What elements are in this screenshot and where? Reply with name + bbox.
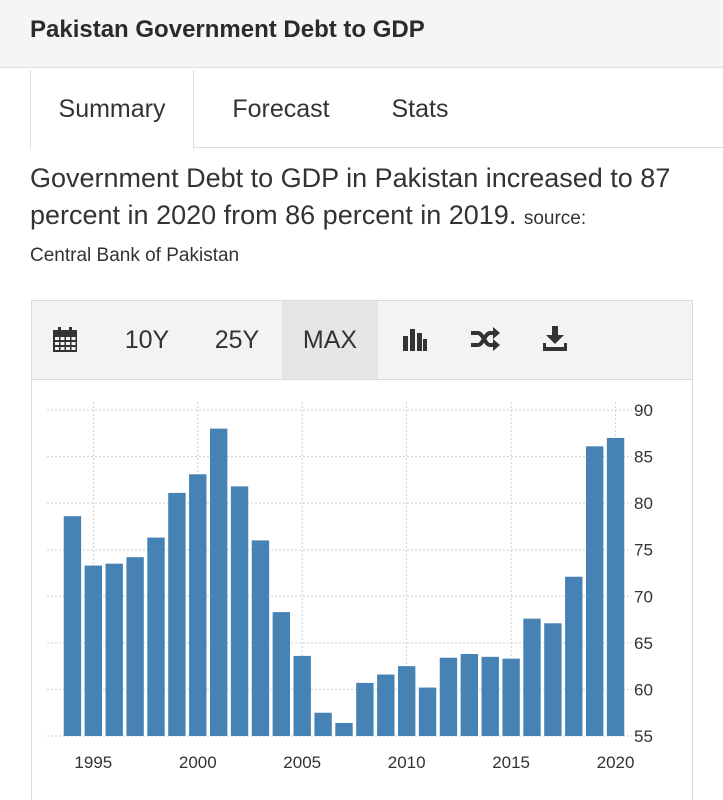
bar-2009[interactable] <box>377 674 395 736</box>
y-tick-label-90: 90 <box>634 401 653 420</box>
summary-text: Government Debt to GDP in Pakistan incre… <box>30 163 671 230</box>
bar-2010[interactable] <box>397 666 416 736</box>
y-tick-label-70: 70 <box>634 587 653 606</box>
bar-2000[interactable] <box>189 474 207 736</box>
bar-2017[interactable] <box>544 623 562 736</box>
bar-2005[interactable] <box>293 655 311 736</box>
chart-type-button[interactable] <box>382 301 448 379</box>
bar-2006[interactable] <box>314 712 332 736</box>
bar-1994[interactable] <box>63 516 82 736</box>
y-tick-label-55: 55 <box>634 727 653 746</box>
tab-stats[interactable]: Stats <box>391 95 449 123</box>
bar-chart-icon <box>403 329 427 351</box>
y-tick-label-60: 60 <box>634 680 653 699</box>
bar-2013[interactable] <box>460 654 479 736</box>
bar-2002[interactable] <box>230 486 249 736</box>
source-label: source: <box>523 208 587 229</box>
y-tick-label-75: 75 <box>634 541 653 560</box>
bar-1995[interactable] <box>84 565 103 736</box>
bar-2008[interactable] <box>356 682 374 736</box>
y-tick-label-85: 85 <box>634 448 653 467</box>
page-header: Pakistan Government Debt to GDP <box>0 0 723 68</box>
x-tick-label-2010: 2010 <box>388 753 426 772</box>
x-tick-label-2005: 2005 <box>283 753 321 772</box>
chart-toolbar: 10Y 25Y MAX <box>31 300 693 380</box>
calendar-button[interactable] <box>32 301 98 379</box>
bar-2004[interactable] <box>272 612 291 736</box>
debt-to-gdp-bar-chart: 55 60 65 70 75 80 85 90 1995 2000 2005 2010 2015 202… <box>47 401 653 772</box>
bar-2019[interactable] <box>585 446 604 736</box>
shuffle-icon <box>471 327 500 351</box>
tab-summary[interactable]: Summary <box>30 70 194 149</box>
x-tick-label-2020: 2020 <box>597 753 635 772</box>
bar-2012[interactable] <box>439 657 458 736</box>
bar-1997[interactable] <box>126 557 144 736</box>
bar-2014[interactable] <box>481 656 499 736</box>
compare-button[interactable] <box>452 301 518 379</box>
page-title: Pakistan Government Debt to GDP <box>30 16 425 43</box>
tab-bar: Summary Forecast Stats <box>30 70 723 149</box>
bar-2015[interactable] <box>502 658 520 736</box>
bar-1996[interactable] <box>105 563 123 736</box>
bar-2003[interactable] <box>251 540 270 736</box>
x-tick-label-1995: 1995 <box>74 753 112 772</box>
bar-2018[interactable] <box>565 576 583 736</box>
bar-1998[interactable] <box>147 537 165 736</box>
calendar-icon <box>53 327 77 352</box>
bar-2007[interactable] <box>335 722 353 736</box>
bar-2001[interactable] <box>209 428 228 736</box>
summary-description: Government Debt to GDP in Pakistan incre… <box>30 160 700 273</box>
range-max-button[interactable]: MAX <box>282 301 378 379</box>
x-tick-label-2000: 2000 <box>179 753 217 772</box>
bar-2016[interactable] <box>523 618 541 736</box>
source-name: Central Bank of Pakistan <box>30 245 240 266</box>
range-10y-button[interactable]: 10Y <box>124 326 170 354</box>
bar-1999[interactable] <box>168 492 186 736</box>
download-button[interactable] <box>522 301 588 379</box>
bar-2011[interactable] <box>418 687 437 736</box>
x-tick-label-2015: 2015 <box>492 753 530 772</box>
chart-container: 55 60 65 70 75 80 85 90 1995 2000 2005 2010 2015 202… <box>31 380 693 800</box>
bar-2020[interactable] <box>606 437 625 736</box>
y-tick-label-80: 80 <box>634 494 653 513</box>
tab-forecast[interactable]: Forecast <box>232 95 330 123</box>
y-tick-label-65: 65 <box>634 634 653 653</box>
range-25y-button[interactable]: 25Y <box>214 326 260 354</box>
download-icon <box>543 326 567 351</box>
